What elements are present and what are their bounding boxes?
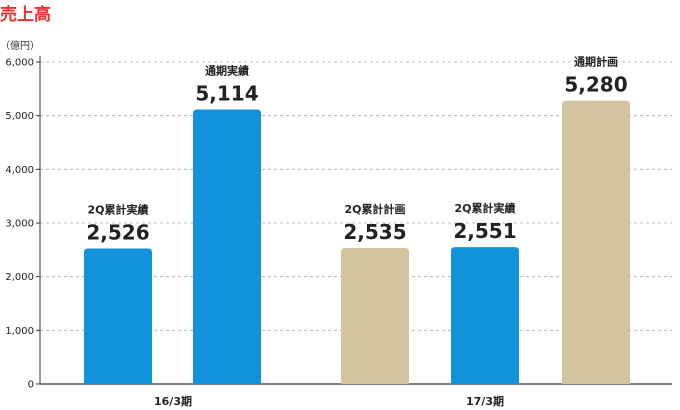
bar-value-label: 2,551 bbox=[453, 219, 516, 243]
chart-title: 売上高 bbox=[0, 5, 51, 25]
y-tick-label: 5,000 bbox=[5, 111, 34, 122]
bar-series-label: 2Q累計実績 bbox=[87, 202, 148, 216]
bar-value-label: 5,114 bbox=[195, 82, 258, 106]
bar-series-label: 2Q累計実績 bbox=[454, 201, 515, 215]
bar-series-label: 通期計画 bbox=[574, 55, 618, 69]
bar bbox=[562, 100, 630, 384]
x-category-label: 16/3期 bbox=[154, 394, 192, 408]
bar bbox=[84, 248, 152, 384]
bar-series-label: 2Q累計計画 bbox=[344, 202, 405, 216]
bar-series-label: 通期実績 bbox=[205, 64, 249, 78]
unit-label: （億円） bbox=[0, 41, 40, 52]
bar-value-label: 2,526 bbox=[86, 220, 149, 244]
bar bbox=[451, 247, 519, 384]
y-tick-label: 0 bbox=[28, 380, 34, 391]
y-tick-label: 6,000 bbox=[5, 58, 34, 69]
y-tick-label: 3,000 bbox=[5, 219, 34, 230]
x-category-label: 17/3期 bbox=[466, 394, 504, 408]
bar bbox=[341, 247, 409, 384]
bar bbox=[193, 109, 261, 384]
y-tick-label: 1,000 bbox=[5, 326, 34, 337]
y-tick-label: 4,000 bbox=[5, 165, 34, 176]
y-tick-label: 2,000 bbox=[5, 272, 34, 283]
bar-value-label: 5,280 bbox=[564, 73, 627, 97]
bar-value-label: 2,535 bbox=[343, 220, 406, 244]
